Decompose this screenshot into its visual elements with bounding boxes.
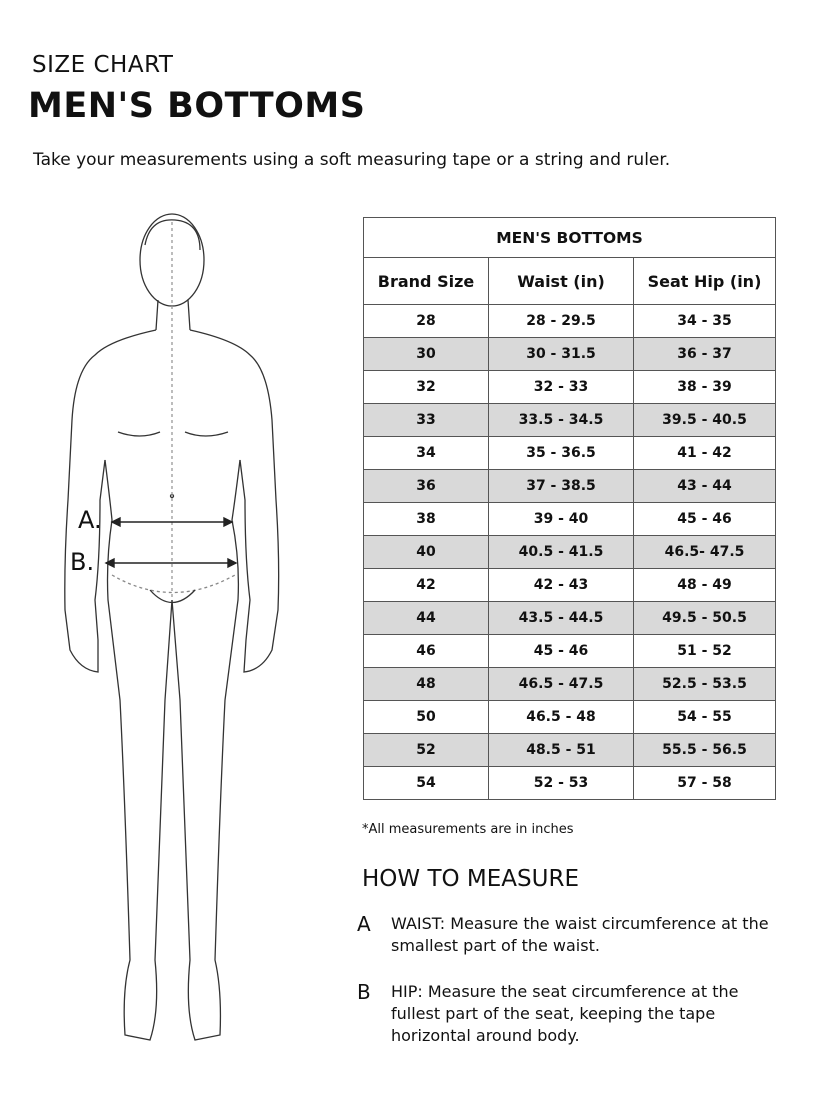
cell-brand-size: 54 [363, 766, 489, 800]
step-text: WAIST: Measure the waist circumference a… [391, 914, 769, 955]
table-row: 30 30 - 31.5 36 - 37 [363, 337, 776, 371]
page-kicker: SIZE CHART [32, 52, 174, 78]
cell-seat-hip: 57 - 58 [633, 766, 776, 800]
table-row: 54 52 - 53 57 - 58 [363, 766, 776, 800]
step-text: HIP: Measure the seat circumference at t… [391, 982, 739, 1045]
cell-seat-hip: 36 - 37 [633, 337, 776, 371]
how-to-title: HOW TO MEASURE [362, 866, 579, 892]
cell-brand-size: 42 [363, 568, 489, 602]
body-figure-illustration [64, 213, 280, 1041]
measurement-note: *All measurements are in inches [362, 822, 574, 837]
table-row: 50 46.5 - 48 54 - 55 [363, 700, 776, 734]
cell-waist: 33.5 - 34.5 [488, 403, 634, 437]
cell-brand-size: 52 [363, 733, 489, 767]
table-row: 28 28 - 29.5 34 - 35 [363, 304, 776, 338]
cell-brand-size: 33 [363, 403, 489, 437]
table-row: 38 39 - 40 45 - 46 [363, 502, 776, 536]
cell-waist: 52 - 53 [488, 766, 634, 800]
cell-seat-hip: 51 - 52 [633, 634, 776, 668]
cell-seat-hip: 43 - 44 [633, 469, 776, 503]
cell-waist: 45 - 46 [488, 634, 634, 668]
col-brand-size: Brand Size [363, 257, 489, 305]
cell-waist: 40.5 - 41.5 [488, 535, 634, 569]
cell-waist: 37 - 38.5 [488, 469, 634, 503]
cell-brand-size: 34 [363, 436, 489, 470]
cell-seat-hip: 41 - 42 [633, 436, 776, 470]
cell-seat-hip: 54 - 55 [633, 700, 776, 734]
cell-seat-hip: 34 - 35 [633, 304, 776, 338]
label-b: B. [70, 548, 95, 576]
cell-seat-hip: 48 - 49 [633, 568, 776, 602]
table-row: 46 45 - 46 51 - 52 [363, 634, 776, 668]
table-row: 44 43.5 - 44.5 49.5 - 50.5 [363, 601, 776, 635]
cell-waist: 39 - 40 [488, 502, 634, 536]
cell-waist: 46.5 - 47.5 [488, 667, 634, 701]
cell-brand-size: 40 [363, 535, 489, 569]
cell-brand-size: 44 [363, 601, 489, 635]
label-a: A. [78, 506, 102, 534]
col-seat-hip: Seat Hip (in) [633, 257, 776, 305]
table-row: 34 35 - 36.5 41 - 42 [363, 436, 776, 470]
page-title: MEN'S BOTTOMS [28, 86, 366, 126]
cell-seat-hip: 45 - 46 [633, 502, 776, 536]
table-row: 32 32 - 33 38 - 39 [363, 370, 776, 404]
cell-brand-size: 38 [363, 502, 489, 536]
cell-seat-hip: 46.5- 47.5 [633, 535, 776, 569]
table-row: 36 37 - 38.5 43 - 44 [363, 469, 776, 503]
cell-waist: 28 - 29.5 [488, 304, 634, 338]
cell-seat-hip: 38 - 39 [633, 370, 776, 404]
cell-waist: 48.5 - 51 [488, 733, 634, 767]
table-row: 52 48.5 - 51 55.5 - 56.5 [363, 733, 776, 767]
cell-waist: 46.5 - 48 [488, 700, 634, 734]
step-letter: A [357, 912, 371, 936]
cell-seat-hip: 55.5 - 56.5 [633, 733, 776, 767]
cell-waist: 32 - 33 [488, 370, 634, 404]
table-row: 42 42 - 43 48 - 49 [363, 568, 776, 602]
cell-seat-hip: 49.5 - 50.5 [633, 601, 776, 635]
cell-brand-size: 46 [363, 634, 489, 668]
cell-brand-size: 36 [363, 469, 489, 503]
cell-seat-hip: 52.5 - 53.5 [633, 667, 776, 701]
table-row: 33 33.5 - 34.5 39.5 - 40.5 [363, 403, 776, 437]
cell-waist: 30 - 31.5 [488, 337, 634, 371]
table-caption: MEN'S BOTTOMS [363, 217, 776, 258]
table-row: 48 46.5 - 47.5 52.5 - 53.5 [363, 667, 776, 701]
cell-brand-size: 32 [363, 370, 489, 404]
step-letter: B [357, 980, 371, 1004]
table-row: 40 40.5 - 41.5 46.5- 47.5 [363, 535, 776, 569]
cell-brand-size: 48 [363, 667, 489, 701]
cell-waist: 43.5 - 44.5 [488, 601, 634, 635]
cell-seat-hip: 39.5 - 40.5 [633, 403, 776, 437]
cell-brand-size: 30 [363, 337, 489, 371]
intro-text: Take your measurements using a soft meas… [33, 150, 671, 170]
col-waist: Waist (in) [488, 257, 634, 305]
size-table: MEN'S BOTTOMS Brand Size Waist (in) Seat… [363, 217, 776, 800]
cell-brand-size: 50 [363, 700, 489, 734]
cell-brand-size: 28 [363, 304, 489, 338]
cell-waist: 35 - 36.5 [488, 436, 634, 470]
cell-waist: 42 - 43 [488, 568, 634, 602]
